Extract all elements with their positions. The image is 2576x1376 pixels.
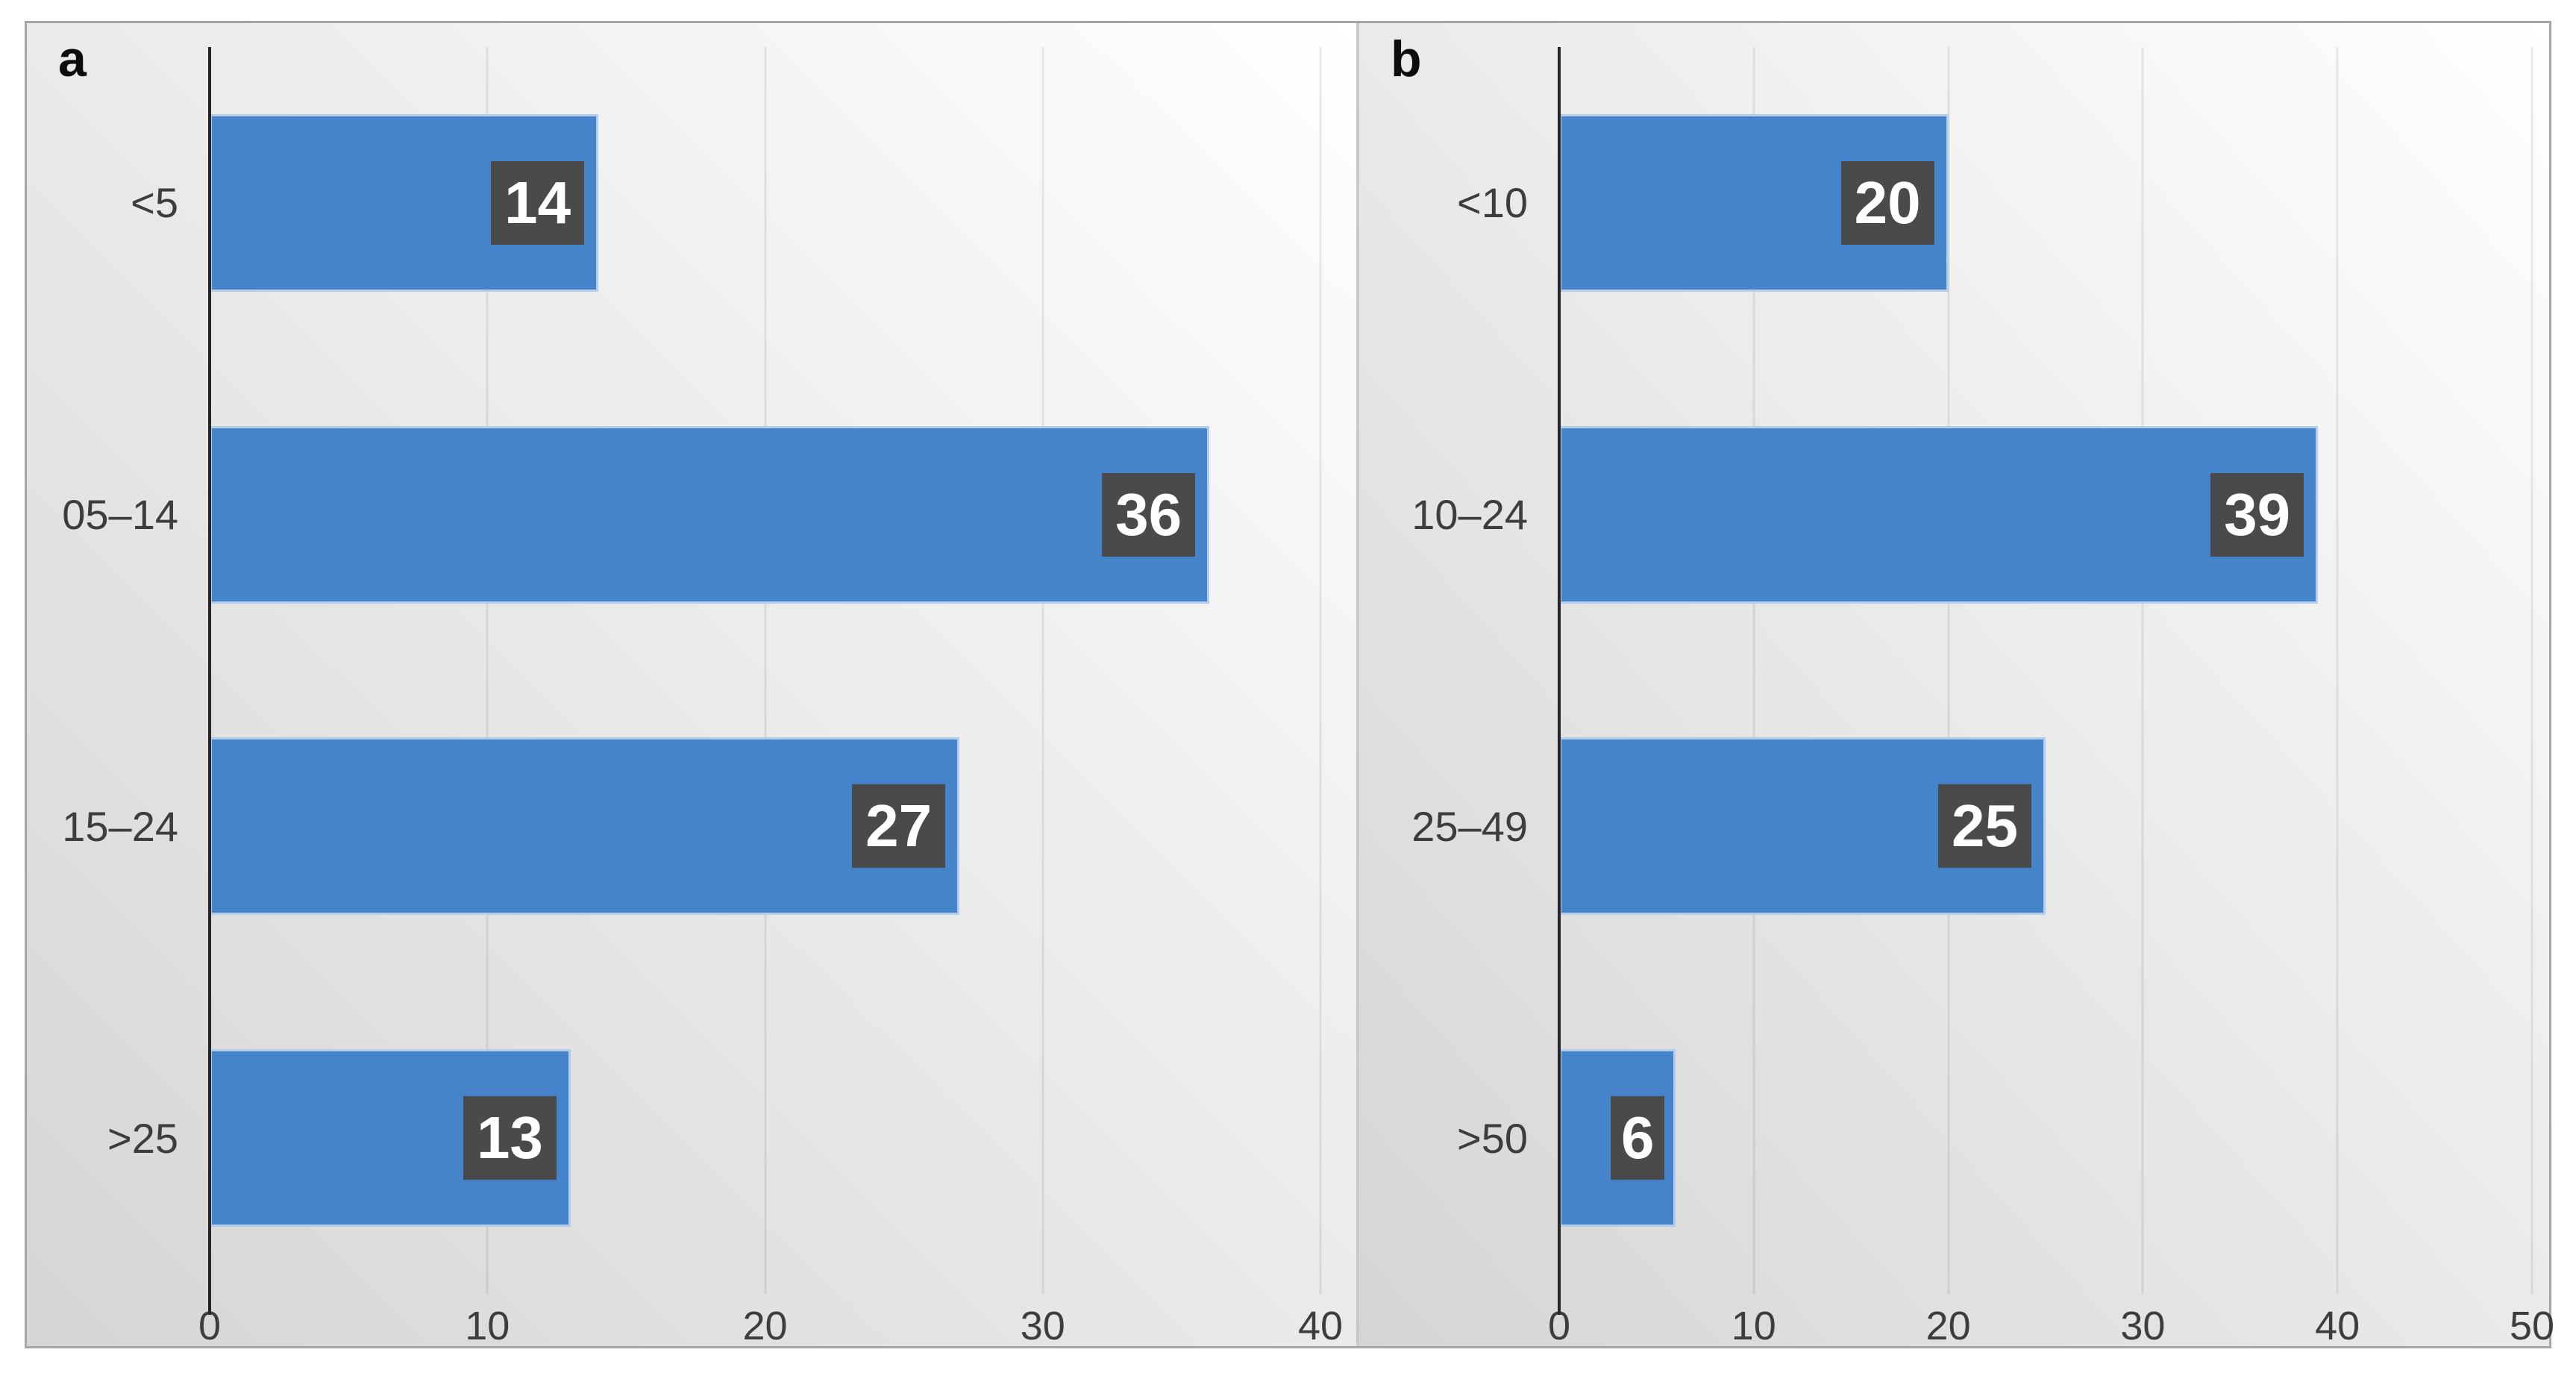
y-axis-line (1558, 47, 1561, 1315)
category-label: 25–49 (1411, 802, 1528, 850)
bar: 25 (1559, 737, 2046, 916)
category-axis-a: <5 05–14 15–24 >25 (27, 23, 210, 1346)
x-tick-label: 30 (2120, 1304, 2166, 1348)
x-tick-label: 20 (742, 1304, 788, 1348)
category-label: >25 (107, 1114, 178, 1162)
gridline (1947, 47, 1950, 1294)
bar-row: 27 (210, 671, 1320, 983)
category-label: 05–14 (62, 491, 178, 539)
data-label: 25 (1938, 784, 2031, 869)
plot-area-a: 14 36 27 13 (208, 47, 1322, 1315)
plot-wrap-b: 20 39 25 6 (1548, 23, 2554, 1348)
bar: 39 (1559, 425, 2319, 604)
bar-row: 14 (210, 47, 1320, 359)
gridline (2530, 47, 2533, 1294)
bar-row: 6 (1559, 982, 2532, 1294)
gridline (1752, 47, 1755, 1294)
bar-row: 39 (1559, 359, 2532, 671)
bar-row: 25 (1559, 671, 2532, 983)
panel-b-letter: b (1391, 31, 1422, 87)
bar: 14 (210, 113, 599, 292)
data-label: 36 (1102, 472, 1196, 557)
x-tick-label: 30 (1020, 1304, 1065, 1348)
category-label: <10 (1457, 179, 1528, 227)
chart-panel-a: a <5 05–14 15–24 >25 14 36 (27, 23, 1356, 1346)
data-label: 39 (2210, 472, 2304, 557)
panel-divider (1356, 23, 1359, 1346)
x-tick-label: 20 (1925, 1304, 1971, 1348)
bar-row: 36 (210, 359, 1320, 671)
data-label: 20 (1840, 160, 1934, 245)
plot-area-b: 20 39 25 6 (1558, 47, 2533, 1315)
x-tick-label: 40 (1297, 1304, 1344, 1348)
panel-a-letter: a (58, 31, 87, 87)
category-label: >50 (1457, 1114, 1528, 1162)
category-axis-b: <10 10–24 25–49 >50 (1359, 23, 1559, 1346)
category-label: 15–24 (62, 802, 178, 850)
data-label: 13 (463, 1096, 557, 1180)
chart-panel-b: b <10 10–24 25–49 >50 20 39 (1359, 23, 2554, 1348)
bar: 13 (210, 1049, 571, 1228)
data-label: 14 (491, 160, 585, 245)
x-axis-ticks: 0 10 20 30 40 (198, 1294, 1343, 1348)
bar-row: 13 (210, 982, 1320, 1294)
figure-frame: a <5 05–14 15–24 >25 14 36 (25, 21, 2554, 1348)
data-label: 27 (852, 784, 946, 869)
x-tick-label: 10 (1731, 1304, 1776, 1348)
category-label: <5 (131, 179, 178, 227)
gridline (2336, 47, 2339, 1294)
bar: 27 (210, 737, 960, 916)
x-axis-ticks: 0 10 20 30 40 50 (1548, 1294, 2554, 1348)
gridline (2141, 47, 2144, 1294)
category-label: 10–24 (1411, 491, 1528, 539)
data-label: 6 (1610, 1096, 1665, 1180)
x-tick-label: 40 (2315, 1304, 2360, 1348)
bar: 6 (1559, 1049, 1676, 1228)
x-tick-label: 10 (465, 1304, 510, 1348)
gridline (1319, 47, 1322, 1294)
bar: 20 (1559, 113, 1949, 292)
plot-wrap-a: 14 36 27 13 (198, 23, 1356, 1348)
gridline (486, 47, 489, 1294)
bar-row: 20 (1559, 47, 2532, 359)
x-tick-label: 50 (2509, 1304, 2555, 1348)
bar: 36 (210, 425, 1210, 604)
y-axis-line (208, 47, 211, 1315)
gridline (764, 47, 766, 1294)
gridline (1041, 47, 1044, 1294)
